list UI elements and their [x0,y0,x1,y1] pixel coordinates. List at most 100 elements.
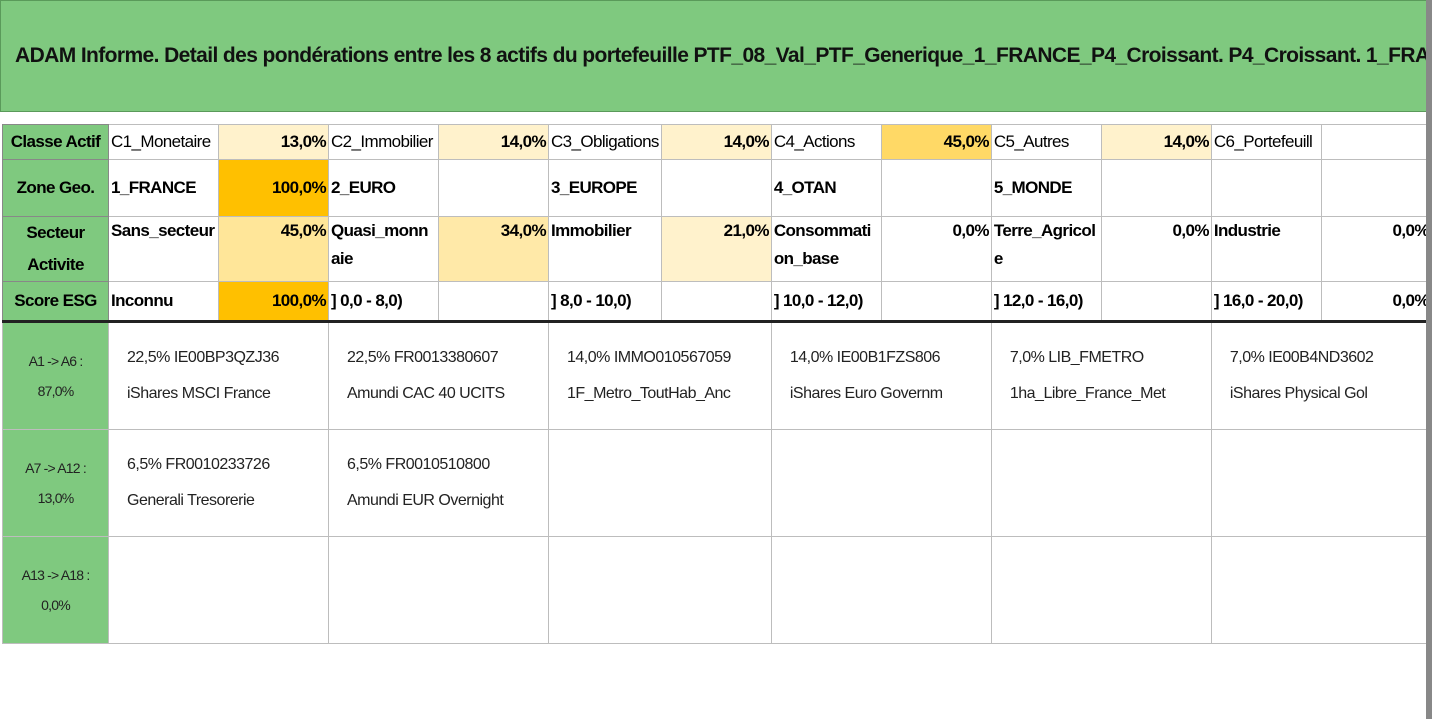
asset-name: Generali Tresorerie [127,492,255,509]
classe-label: C3_Obligations [548,124,662,160]
asset-weight-isin: 22,5% IE00BP3QZJ36 [127,349,279,366]
asset-row-header: A1 -> A6 : 87,0% [2,321,109,430]
row-zone-geo: Zone Geo. 1_FRANCE 100,0% 2_EURO 3_EUROP… [2,159,1432,217]
asset-row-2: A7 -> A12 : 13,0% 6,5% FR0010233726 Gener… [2,429,1432,537]
asset-name: 1F_Metro_ToutHab_Anc [567,385,731,402]
asset-name: Amundi EUR Overnight [347,492,504,509]
zone-pct [1100,159,1212,217]
asset-total: 0,0% [41,597,71,613]
asset-cell: 6,5% FR0010510800 Amundi EUR Overnight [328,429,549,537]
secteur-label: Industrie [1210,216,1322,282]
asset-cell [770,536,992,644]
asset-range: A13 -> A18 : [21,567,91,583]
esg-label: ] 16,0 - 20,0) [1210,281,1322,323]
asset-cell [548,536,772,644]
row-header-esg: Score ESG [2,281,109,323]
row-header-zone: Zone Geo. [2,159,109,217]
classe-pct: 14,0% [1100,124,1212,160]
asset-total: 13,0% [37,490,75,506]
asset-cell [1210,429,1432,537]
secteur-label: Terre_Agricole [990,216,1102,282]
classe-label: C6_Portefeuill [1210,124,1322,160]
asset-cell [548,429,772,537]
row-classe-actif: Classe Actif C1_Monetaire 13,0% C2_Immob… [2,124,1432,160]
zone-pct: 100,0% [218,159,329,217]
zone-label [1210,159,1322,217]
classe-pct: 13,0% [218,124,329,160]
secteur-label: Sans_secteur [108,216,219,282]
classe-pct [1320,124,1432,160]
asset-cell [1210,536,1432,644]
secteur-pct: 34,0% [438,216,549,282]
asset-weight-isin: 22,5% FR0013380607 [347,349,499,366]
classe-pct: 45,0% [880,124,992,160]
row-header-classe: Classe Actif [2,124,109,160]
asset-weight-isin: 6,5% FR0010233726 [127,456,270,473]
asset-total: 87,0% [37,383,75,399]
asset-name: Amundi CAC 40 UCITS [347,385,505,402]
classe-label: C2_Immobilier [328,124,439,160]
zone-label: 5_MONDE [990,159,1102,217]
asset-weight-isin: 7,0% IE00B4ND3602 [1229,349,1374,366]
allocation-table: Classe Actif C1_Monetaire 13,0% C2_Immob… [2,124,1432,644]
secteur-pct: 0,0% [1100,216,1212,282]
asset-row-header: A13 -> A18 : 0,0% [2,536,109,644]
asset-weight-isin: 7,0% LIB_FMETRO [1009,349,1144,366]
report-title: ADAM Informe. Detail des pondérations en… [0,0,1432,112]
row-header-secteur: Secteur Activite [2,216,109,282]
esg-label: ] 10,0 - 12,0) [770,281,882,323]
esg-pct [1100,281,1212,323]
classe-label: C1_Monetaire [108,124,219,160]
zone-pct [660,159,772,217]
asset-weight-isin: 6,5% FR0010510800 [347,456,490,473]
asset-cell [990,536,1212,644]
asset-row-3: A13 -> A18 : 0,0% [2,536,1432,644]
secteur-pct: 0,0% [1320,216,1432,282]
classe-pct: 14,0% [438,124,549,160]
asset-cell [108,536,329,644]
zone-label: 2_EURO [328,159,439,217]
esg-pct: 0,0% [1320,281,1432,323]
row-secteur-activite: Secteur Activite Sans_secteur 45,0% Quas… [2,216,1432,282]
esg-label: ] 12,0 - 16,0) [990,281,1102,323]
classe-label: C4_Actions [770,124,882,160]
esg-pct [880,281,992,323]
esg-label: ] 8,0 - 10,0) [548,281,662,323]
esg-pct [438,281,549,323]
asset-cell [770,429,992,537]
secteur-label: Consommation_base [770,216,882,282]
zone-pct [880,159,992,217]
asset-cell: 22,5% FR0013380607 Amundi CAC 40 UCITS [328,321,549,430]
asset-cell: 6,5% FR0010233726 Generali Tresorerie [108,429,329,537]
secteur-label: Quasi_monnaie [328,216,439,282]
asset-cell: 22,5% IE00BP3QZJ36 iShares MSCI France [108,321,329,430]
asset-range: A7 -> A12 : [25,460,87,476]
secteur-pct: 0,0% [880,216,992,282]
esg-pct: 100,0% [218,281,329,323]
zone-pct [1320,159,1432,217]
esg-label: ] 0,0 - 8,0) [328,281,439,323]
secteur-header-line1: Secteur [26,223,85,242]
classe-label: C5_Autres [990,124,1102,160]
asset-row-header: A7 -> A12 : 13,0% [2,429,109,537]
asset-cell: 7,0% LIB_FMETRO 1ha_Libre_France_Met [990,321,1212,430]
asset-cell: 7,0% IE00B4ND3602 iShares Physical Gol [1210,321,1432,430]
secteur-header-line2: Activite [27,255,84,274]
zone-label: 3_EUROPE [548,159,662,217]
zone-label: 4_OTAN [770,159,882,217]
asset-name: iShares Euro Governm [789,385,943,402]
esg-label: Inconnu [108,281,219,323]
asset-cell: 14,0% IMMO010567059 1F_Metro_ToutHab_Anc [548,321,772,430]
classe-pct: 14,0% [660,124,772,160]
asset-cell [990,429,1212,537]
asset-range: A1 -> A6 : [28,353,84,369]
asset-cell: 14,0% IE00B1FZS806 iShares Euro Governm [770,321,992,430]
asset-weight-isin: 14,0% IMMO010567059 [567,349,731,366]
row-score-esg: Score ESG Inconnu 100,0% ] 0,0 - 8,0) ] … [2,281,1432,323]
asset-name: 1ha_Libre_France_Met [1009,385,1166,402]
asset-row-1: A1 -> A6 : 87,0% 22,5% IE00BP3QZJ36 iShar… [2,321,1432,430]
esg-pct [660,281,772,323]
right-shadow-edge [1426,0,1432,719]
secteur-label: Immobilier [548,216,662,282]
zone-label: 1_FRANCE [108,159,219,217]
